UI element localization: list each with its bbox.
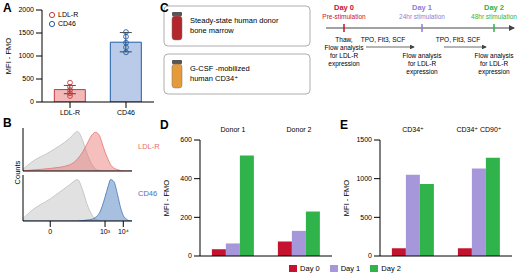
svg-text:expression: expression: [478, 68, 510, 76]
svg-text:Flow analysis: Flow analysis: [402, 52, 442, 60]
svg-text:24hr stimulation: 24hr stimulation: [399, 13, 445, 20]
svg-text:MFI - FMO: MFI - FMO: [162, 180, 171, 216]
svg-text:TPO, Flt3, SCF: TPO, Flt3, SCF: [436, 36, 480, 43]
svg-text:0: 0: [30, 98, 34, 105]
svg-text:Day 2: Day 2: [484, 3, 504, 12]
svg-text:Donor 1: Donor 1: [221, 126, 246, 133]
html-text:B: B: [3, 116, 12, 130]
svg-text:expression: expression: [406, 68, 438, 76]
svg-text:10⁴: 10⁴: [118, 228, 129, 235]
svg-text:0: 0: [188, 252, 192, 259]
svg-text:Steady-state human donor: Steady-state human donor: [190, 16, 279, 25]
svg-text:expression: expression: [328, 60, 360, 68]
svg-text:500: 500: [360, 214, 372, 221]
html-text:C: C: [160, 1, 169, 15]
svg-text:10³: 10³: [100, 228, 111, 235]
svg-text:Donor 2: Donor 2: [287, 126, 312, 133]
html-text:E: E: [340, 118, 348, 132]
svg-text:human CD34⁺: human CD34⁺: [190, 74, 238, 83]
svg-text:Thaw,: Thaw,: [335, 36, 353, 43]
svg-text:MFI - FMO: MFI - FMO: [4, 38, 13, 74]
svg-text:CD34⁺ CD90⁺: CD34⁺ CD90⁺: [456, 126, 501, 133]
html-text:Day 1: Day 1: [340, 264, 361, 273]
svg-text:bone marrow: bone marrow: [190, 26, 234, 35]
svg-text:1000: 1000: [356, 175, 372, 182]
svg-text:Day 0: Day 0: [334, 3, 354, 12]
svg-text:600: 600: [180, 136, 192, 143]
html-text:LDL-R: LDL-R: [58, 11, 79, 18]
html-text:LDL-R: LDL-R: [138, 142, 160, 151]
svg-text:500: 500: [22, 75, 34, 82]
svg-text:for LDL-R: for LDL-R: [480, 60, 508, 67]
svg-text:Pre-stimulation: Pre-stimulation: [322, 13, 366, 20]
svg-text:48hr stimulation: 48hr stimulation: [471, 13, 517, 20]
svg-text:1500: 1500: [18, 29, 34, 36]
svg-text:CD46: CD46: [117, 109, 135, 116]
html-text:CD46: CD46: [58, 20, 76, 27]
html-text:Day 2: Day 2: [381, 264, 401, 273]
svg-text:MFI - FMO: MFI - FMO: [342, 180, 351, 216]
html-text:Day 0: Day 0: [300, 264, 320, 273]
svg-text:0: 0: [368, 252, 372, 259]
svg-text:for LDL-R: for LDL-R: [408, 60, 436, 67]
svg-text:Day 1: Day 1: [412, 3, 432, 12]
svg-text:400: 400: [180, 175, 192, 182]
svg-text:1000: 1000: [18, 52, 34, 59]
html-text:A: A: [3, 1, 12, 15]
svg-text:1500: 1500: [356, 136, 372, 143]
svg-text:TPO, Flt3, SCF: TPO, Flt3, SCF: [361, 36, 405, 43]
html-text:CD46: CD46: [138, 189, 158, 198]
svg-text:200: 200: [180, 214, 192, 221]
svg-text:for LDL-R: for LDL-R: [330, 52, 358, 59]
svg-text:0: 0: [48, 228, 52, 235]
html-text:D: D: [160, 118, 169, 132]
svg-text:LDL-R: LDL-R: [60, 109, 80, 116]
svg-text:2000: 2000: [18, 6, 34, 13]
svg-text:Flow analysis: Flow analysis: [324, 44, 364, 52]
svg-text:CD34⁺: CD34⁺: [402, 126, 424, 133]
html-text:Counts: Counts: [12, 160, 22, 185]
svg-text:Flow analysis: Flow analysis: [474, 52, 514, 60]
svg-text:G-CSF -mobilized: G-CSF -mobilized: [190, 64, 250, 73]
